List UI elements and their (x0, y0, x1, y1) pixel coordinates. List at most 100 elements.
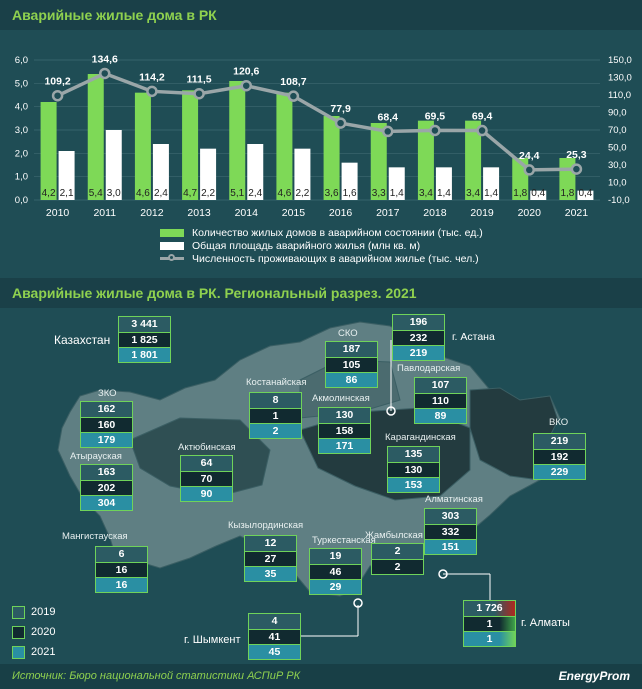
chart-legend: Количество жилых домов в аварийном состо… (160, 226, 483, 265)
y-left-tick-label: 1,0 (15, 172, 28, 183)
line-point-residents (476, 124, 488, 137)
bar-houses (134, 92, 151, 200)
y-right-tick-label: -10,0 (608, 195, 630, 206)
y-right-tick-label: 70,0 (608, 125, 627, 136)
value-2019: 107 (415, 378, 466, 393)
bar-area (58, 151, 75, 200)
x-tick-label: 2015 (282, 207, 306, 219)
bar-area (105, 130, 122, 200)
data-label-residents: 109,2 (44, 76, 70, 88)
value-2020: 130 (388, 462, 439, 477)
region-label-akmola: Акмолинская (312, 393, 370, 404)
chart-title: Аварийные жилые дома в РК (0, 0, 642, 30)
bar-area (483, 167, 500, 200)
region-label-mangystau: Мангистауская (62, 531, 128, 542)
bar-houses (370, 123, 387, 200)
value-2020: 110 (415, 393, 466, 408)
y-left-tick-label: 0,0 (15, 195, 28, 206)
data-label-residents: 108,7 (280, 76, 306, 88)
data-label-houses: 4,2 (42, 188, 56, 199)
brand-logo: EnergyProm (558, 669, 630, 683)
value-2020: 158 (319, 423, 370, 438)
value-2021: 35 (245, 566, 296, 581)
region-label-kazakhstan: Казахстан (54, 333, 111, 347)
bar-houses (276, 92, 293, 200)
region-box-almaty-region: 303 332 151 (424, 508, 477, 555)
value-2021: 219 (393, 345, 444, 360)
year-legend: 2019 2020 2021 (12, 602, 55, 662)
almaty-marker (438, 569, 448, 579)
line-point-residents (287, 90, 300, 102)
data-label-residents: 77,9 (330, 103, 351, 115)
line-point-residents (146, 85, 158, 98)
value-2020: 27 (245, 551, 296, 566)
data-label-houses: 5,1 (230, 188, 244, 199)
bar-area (435, 167, 452, 200)
value-2020: 1 (464, 616, 515, 631)
bar-area (200, 148, 217, 200)
series-line-residents (56, 71, 577, 172)
region-label-kyzylorda: Кызылординская (228, 520, 304, 531)
data-label-residents: 69,5 (425, 110, 446, 122)
value-2021: 90 (181, 486, 232, 501)
value-2021: 179 (81, 432, 132, 447)
y-right-tick-label: 30,0 (608, 160, 627, 171)
y-left-tick-label: 4,0 (15, 102, 28, 113)
bar-area (294, 148, 311, 200)
value-2019: 4 (249, 614, 300, 629)
data-label-houses: 4,6 (136, 188, 150, 199)
data-label-residents: 25,3 (566, 149, 587, 161)
x-tick-label: 2010 (46, 207, 70, 219)
region-box-karaganda: 135 130 153 (387, 446, 440, 493)
data-label-area: 1,6 (343, 188, 357, 199)
value-2019: 196 (393, 315, 444, 330)
region-label-zko: ЗКО (98, 388, 117, 399)
y-right-tick-label: 90,0 (608, 108, 627, 119)
bar-houses (417, 120, 434, 200)
value-2019: 162 (81, 402, 132, 417)
data-label-houses: 4,7 (183, 188, 197, 199)
bar-line-chart: 0,0 1,0 2,0 3,0 4,0 5,0 6,0 -10,0 10,0 30,0 50,0 70… (15, 53, 632, 219)
region-box-shymkent: 4 41 45 (248, 613, 301, 660)
region-box-kostanay: 8 1 2 (249, 392, 302, 439)
bar-houses (323, 116, 340, 200)
region-box-aktobe: 64 70 90 (180, 455, 233, 502)
data-label-area: 0,4 (531, 188, 545, 199)
value-2020: 332 (425, 524, 476, 539)
value-2020: 1 (250, 408, 301, 423)
value-2019: 6 (96, 547, 147, 562)
data-label-houses: 3,6 (325, 188, 339, 199)
data-label-area: 2,2 (201, 188, 215, 199)
region-box-zhambyl: 2 2 (371, 543, 424, 575)
region-label-almaty-city: г. Алматы (521, 617, 570, 629)
region-label-karaganda: Карагандинская (385, 432, 456, 443)
y-left-tick-label: 3,0 (15, 125, 28, 136)
bar-houses (182, 90, 199, 200)
value-2021: 16 (96, 577, 147, 592)
data-label-area: 0,4 (578, 188, 592, 199)
bar-area (341, 162, 358, 200)
bar-area (247, 144, 264, 200)
line-point-residents (570, 163, 583, 175)
value-2021: 2 (250, 423, 301, 438)
value-2020: 105 (326, 357, 377, 372)
value-2019: 163 (81, 465, 132, 480)
x-tick-label: 2012 (140, 207, 164, 219)
legend-item-area: Общая площадь аварийного жилья (млн кв. … (160, 239, 483, 252)
bar-houses (465, 120, 482, 200)
data-label-residents: 114,2 (139, 71, 165, 83)
y-left-tick-label: 2,0 (15, 148, 28, 159)
region-label-aktobe: Актюбинская (178, 442, 236, 453)
region-label-shymkent: г. Шымкент (184, 634, 241, 646)
region-label-vko: ВКО (549, 417, 569, 428)
value-2021: 1 (464, 631, 515, 646)
line-point-residents (193, 87, 205, 100)
region-label-astana: г. Астана (452, 331, 495, 343)
data-label-houses: 5,4 (89, 188, 103, 199)
y-right-tick-label: 50,0 (608, 143, 627, 154)
value-2019: 187 (326, 342, 377, 357)
value-2021: 151 (425, 539, 476, 554)
region-label-zhambyl: Жамбылская (365, 530, 423, 541)
line-point-residents (99, 67, 111, 80)
region-label-almaty-region: Алматинская (425, 494, 483, 505)
